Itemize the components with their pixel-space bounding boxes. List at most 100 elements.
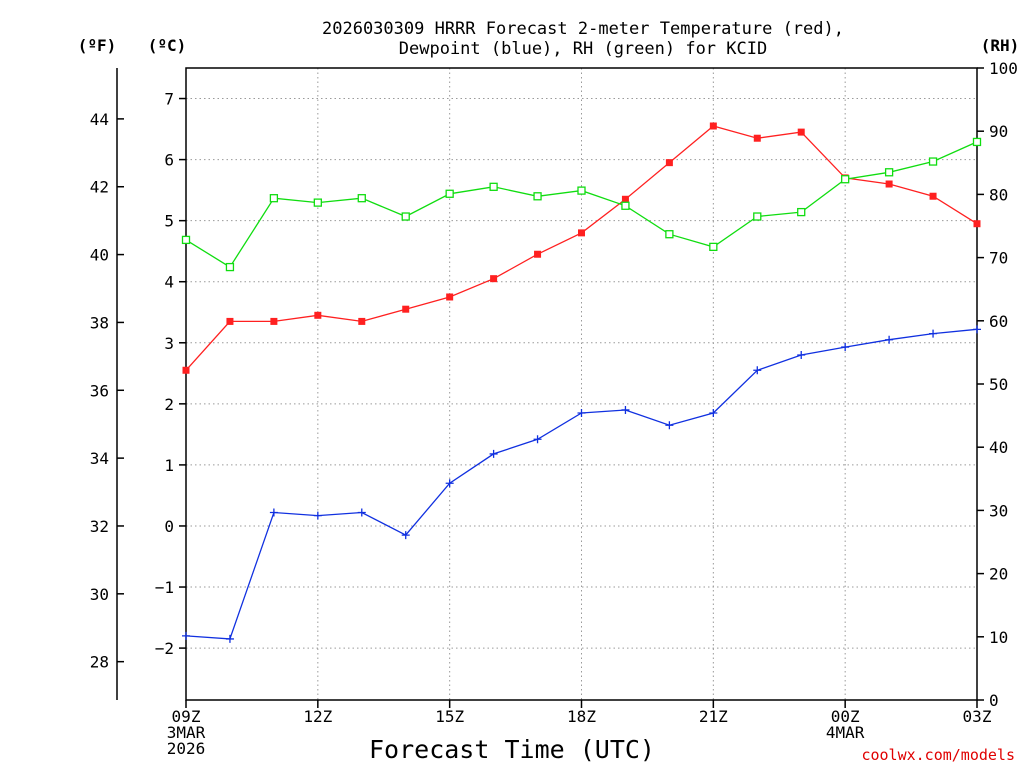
temperature-point bbox=[358, 317, 366, 325]
fahrenheit-tick-label: 42 bbox=[90, 178, 109, 197]
dewpoint-point bbox=[621, 405, 630, 414]
dewpoint-point bbox=[929, 329, 938, 338]
dewpoint-line bbox=[185, 328, 978, 640]
x-tick-label: 2026 bbox=[167, 739, 206, 758]
dewpoint-point bbox=[269, 508, 278, 517]
rh-point bbox=[269, 194, 279, 203]
rh-tick-label: 10 bbox=[989, 628, 1008, 647]
temperature-point bbox=[973, 220, 981, 228]
celsius-tick-label: −1 bbox=[155, 578, 174, 597]
fahrenheit-unit-label: (ºF) bbox=[78, 36, 117, 55]
celsius-tick-label: 0 bbox=[164, 517, 174, 536]
chart-title: 2026030309 HRRR Forecast 2-meter Tempera… bbox=[322, 19, 844, 39]
rh-point bbox=[225, 262, 235, 272]
fahrenheit-tick-label: 30 bbox=[90, 585, 109, 604]
x-tick-label: 00Z bbox=[831, 707, 860, 726]
temperature-point bbox=[578, 229, 585, 237]
x-tick-label: 18Z bbox=[567, 707, 596, 726]
temperature-point bbox=[929, 192, 937, 200]
celsius-tick-label: 7 bbox=[164, 90, 174, 109]
data-series bbox=[181, 122, 982, 643]
fahrenheit-tick-label: 28 bbox=[90, 653, 109, 672]
rh-point bbox=[445, 189, 454, 198]
rh-point bbox=[972, 137, 982, 147]
chart-subtitle: Dewpoint (blue), RH (green) for KCID bbox=[399, 39, 767, 59]
dewpoint-point bbox=[489, 449, 498, 458]
x-tick-label: 3MAR bbox=[167, 723, 206, 742]
rh-point bbox=[665, 230, 674, 239]
dewpoint-point bbox=[313, 511, 322, 520]
rh-point bbox=[884, 168, 894, 177]
rh-tick-label: 70 bbox=[989, 249, 1008, 268]
rh-tick-label: 60 bbox=[989, 312, 1008, 331]
temperature-point bbox=[534, 250, 542, 258]
rh-point bbox=[709, 242, 718, 252]
temperature-point bbox=[709, 122, 717, 130]
fahrenheit-tick-label: 44 bbox=[90, 110, 109, 129]
celsius-tick-label: −2 bbox=[155, 639, 174, 658]
x-tick-label: 4MAR bbox=[826, 723, 865, 742]
rh-tick-label: 30 bbox=[989, 501, 1008, 520]
rh-point bbox=[577, 186, 586, 195]
temperature-point bbox=[446, 293, 454, 301]
rh-point bbox=[533, 192, 542, 201]
temperature-point bbox=[621, 195, 629, 203]
temperature-point bbox=[753, 134, 761, 142]
temperature-point bbox=[490, 275, 498, 283]
fahrenheit-tick-label: 38 bbox=[90, 313, 109, 332]
rh-point bbox=[841, 175, 850, 184]
rh-point bbox=[797, 207, 806, 217]
temperature-point bbox=[885, 180, 893, 188]
dewpoint-point bbox=[885, 335, 894, 344]
celsius-tick-label: 2 bbox=[164, 395, 174, 414]
celsius-unit-label: (ºC) bbox=[148, 36, 187, 55]
celsius-tick-label: 6 bbox=[164, 151, 174, 170]
temperature-point bbox=[182, 366, 190, 374]
rh-tick-label: 100 bbox=[989, 59, 1018, 78]
dewpoint-point bbox=[401, 531, 410, 540]
temperature-point bbox=[402, 305, 410, 313]
dewpoint-point bbox=[797, 350, 806, 359]
rh-point bbox=[357, 194, 366, 203]
temperature-point bbox=[270, 317, 278, 325]
rh-point bbox=[489, 182, 498, 191]
dewpoint-point bbox=[665, 421, 674, 430]
x-axis-title: Forecast Time (UTC) bbox=[369, 735, 655, 764]
fahrenheit-tick-label: 36 bbox=[90, 381, 109, 400]
rh-tick-label: 90 bbox=[989, 122, 1008, 141]
rh-point bbox=[621, 201, 630, 210]
credit-link[interactable]: coolwx.com/models bbox=[861, 746, 1015, 764]
dewpoint-point bbox=[973, 325, 981, 334]
rh-point bbox=[753, 212, 762, 221]
dewpoint-point bbox=[709, 409, 718, 418]
dewpoint-point bbox=[533, 435, 542, 444]
rh-tick-label: 40 bbox=[989, 438, 1008, 457]
temperature-point bbox=[226, 317, 234, 325]
rh-tick-label: 0 bbox=[989, 691, 999, 710]
x-tick-label: 15Z bbox=[435, 707, 464, 726]
dewpoint-point bbox=[182, 631, 190, 640]
dewpoint-point bbox=[753, 366, 762, 375]
temperature-point bbox=[797, 128, 805, 136]
temperature-point bbox=[665, 159, 673, 167]
celsius-tick-label: 3 bbox=[164, 334, 174, 353]
fahrenheit-tick-label: 40 bbox=[90, 246, 109, 265]
dewpoint-point bbox=[445, 479, 454, 488]
celsius-tick-label: 4 bbox=[164, 273, 174, 292]
rh-unit-label: (RH) bbox=[981, 36, 1020, 55]
rh-point bbox=[928, 157, 938, 166]
gridlines bbox=[185, 68, 978, 700]
dewpoint-point bbox=[357, 508, 366, 517]
celsius-tick-label: 5 bbox=[164, 212, 174, 231]
celsius-tick-label: 1 bbox=[164, 456, 174, 475]
dewpoint-point bbox=[225, 634, 234, 643]
rh-point bbox=[313, 198, 322, 207]
fahrenheit-tick-label: 32 bbox=[90, 517, 109, 536]
dewpoint-point bbox=[841, 343, 850, 352]
axes: −2−1012345672830323436384042440102030405… bbox=[90, 59, 1018, 758]
rh-point bbox=[401, 212, 410, 221]
x-tick-label: 12Z bbox=[303, 707, 332, 726]
rh-tick-label: 50 bbox=[989, 375, 1008, 394]
rh-tick-label: 20 bbox=[989, 565, 1008, 584]
